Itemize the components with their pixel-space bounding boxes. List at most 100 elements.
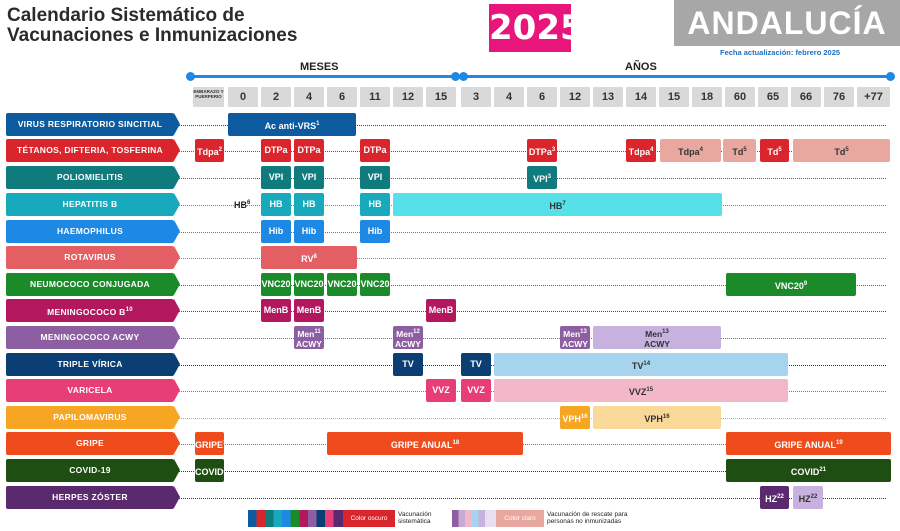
age-header: 13: [593, 87, 623, 107]
row-label: COVID-19: [6, 459, 174, 482]
vaccine-cell-sup: 16: [580, 414, 588, 420]
vaccine-cell-text: TV: [470, 359, 482, 369]
row-arrow: [174, 432, 180, 454]
vaccine-cell-text: HB: [549, 201, 563, 211]
vaccine-cell-sup: 3: [551, 147, 556, 153]
vaccine-cell: Tdpa4: [626, 139, 656, 162]
vaccine-cell: VNC20: [360, 273, 390, 296]
vaccine-cell: DTPa: [360, 139, 390, 162]
vaccine-cell-text: HZ: [798, 494, 811, 504]
row-arrow: [174, 406, 180, 428]
row-dotted-line: [178, 444, 886, 445]
row-dotted-line: [178, 418, 886, 419]
vaccine-cell: Men13 ACWY: [593, 326, 721, 349]
vaccine-cell-sup: 9: [803, 281, 808, 287]
vaccine-cell-text: HB: [269, 199, 283, 209]
vaccine-cell-text: Men: [297, 328, 315, 339]
vaccine-cell-text: VVZ: [628, 387, 647, 397]
row-arrow: [174, 379, 180, 401]
row-dotted-line: [178, 258, 886, 259]
vaccine-cell-text: Tdpa: [197, 147, 219, 157]
row-arrow: [174, 299, 180, 321]
age-header: 66: [791, 87, 821, 107]
vaccine-cell-sup: 4: [699, 147, 703, 153]
vaccine-cell-text: VPI: [268, 172, 284, 182]
age-header: EMBARAZO Y PUERPERIO: [193, 87, 224, 107]
vaccine-cell: VPI: [261, 166, 291, 189]
vaccine-cell: HZ22: [793, 486, 823, 509]
page-title: Calendario Sistemático de Vacunaciones e…: [7, 6, 297, 46]
age-header: 65: [758, 87, 788, 107]
vaccine-cell-sup: 15: [646, 387, 654, 393]
hb-birth-label: HB6: [234, 200, 251, 210]
age-header: 2: [261, 87, 291, 107]
vaccine-cell-text: Td: [732, 147, 744, 157]
row-arrow: [174, 459, 180, 481]
vaccine-cell-sup: 4: [650, 147, 654, 153]
vaccine-cell: VVZ: [426, 379, 456, 402]
row-arrow: [174, 193, 180, 215]
age-header: 15: [659, 87, 689, 107]
axis-dot: [186, 72, 195, 81]
row-label: PAPILOMAVIRUS: [6, 406, 174, 429]
vaccine-cell-text: VNC20: [360, 279, 390, 289]
row-label: HERPES ZÓSTER: [6, 486, 174, 509]
age-header: +77: [857, 87, 890, 107]
vaccine-cell: VPI: [294, 166, 324, 189]
vaccine-cell: Men13 ACWY: [560, 326, 590, 349]
vaccine-cell: VVZ15: [494, 379, 788, 402]
vaccine-cell-text-2: ACWY: [296, 338, 322, 349]
vaccine-cell: VNC20: [327, 273, 357, 296]
vaccine-cell: VPI: [360, 166, 390, 189]
vaccine-cell-text: DTPa: [297, 145, 321, 155]
vaccine-cell: MenB: [261, 299, 291, 322]
vaccine-cell: Men12 ACWY: [393, 326, 423, 349]
vaccine-cell-text: TV: [631, 361, 644, 371]
months-axis-line: [190, 75, 455, 78]
row-arrow: [174, 273, 180, 295]
vaccine-cell-text: Hib: [367, 226, 383, 236]
vaccine-cell-text: COVID: [195, 467, 224, 477]
vaccine-cell: HB: [261, 193, 291, 216]
vaccine-cell-text: VPI: [367, 172, 383, 182]
vaccine-cell-text: TV: [402, 359, 414, 369]
row-arrow: [174, 326, 180, 348]
vaccine-cell-sup: 22: [777, 494, 784, 500]
vaccine-cell: TV: [393, 353, 423, 376]
vaccine-cell-text: HB: [302, 199, 316, 209]
vaccine-cell-sup: 13: [662, 329, 669, 335]
vaccine-cell-sup: 1: [316, 121, 320, 127]
vaccine-cell-text-2: ACWY: [562, 338, 588, 349]
vaccine-cell: Men11 ACWY: [294, 326, 324, 349]
row-label: MENINGOCOCO B10: [6, 299, 174, 322]
row-arrow: [174, 486, 180, 508]
age-header: 6: [327, 87, 357, 107]
vaccine-cell-text: Men: [396, 328, 414, 339]
row-label: GRIPE: [6, 432, 174, 455]
vaccine-cell-text: Td: [767, 147, 779, 157]
vaccine-cell: VNC209: [726, 273, 856, 296]
age-header: 12: [560, 87, 590, 107]
vaccine-cell: GRIPE ANUAL18: [327, 432, 523, 455]
vaccine-cell: VPH16: [593, 406, 721, 429]
age-header: 15: [426, 87, 456, 107]
age-header: 4: [294, 87, 324, 107]
update-date: Fecha actualización: febrero 2025: [720, 48, 841, 57]
vaccine-cell: HB7: [393, 193, 722, 216]
vaccine-cell: VNC20: [261, 273, 291, 296]
years-label: AÑOS: [625, 61, 657, 73]
vaccine-cell-text: VVZ: [432, 385, 450, 395]
title-line-2: Vacunaciones e Inmunizaciones: [7, 25, 298, 46]
vaccine-cell-text: VPH: [562, 414, 581, 424]
vaccine-cell: Td5: [793, 139, 890, 162]
vaccine-cell-sup: 17: [223, 440, 224, 446]
vaccine-cell: VVZ: [461, 379, 491, 402]
vaccine-cell-text: MenB: [296, 305, 322, 315]
row-arrow: [174, 246, 180, 268]
row-label: ROTAVIRUS: [6, 246, 174, 269]
legend-light-stripes: [452, 510, 496, 527]
row-label: VIRUS RESPIRATORIO SINCITIAL: [6, 113, 174, 136]
vaccine-cell-text: Men: [563, 328, 581, 339]
axis-dot: [451, 72, 460, 81]
months-label: MESES: [300, 61, 339, 73]
